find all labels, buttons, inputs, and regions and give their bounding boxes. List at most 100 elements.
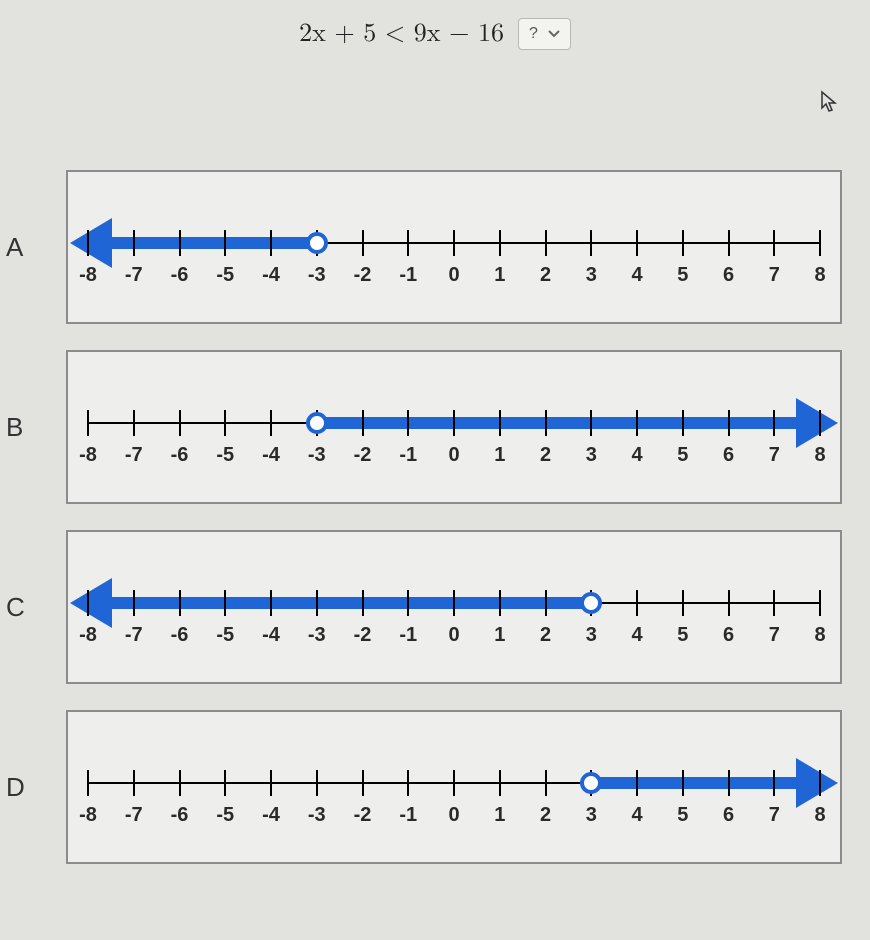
tick-label: 6 bbox=[723, 624, 734, 647]
tick-label: -1 bbox=[399, 444, 417, 467]
endpoint-open-circle bbox=[306, 412, 328, 434]
arrow-right-icon bbox=[796, 398, 838, 448]
tick bbox=[682, 230, 684, 256]
tick bbox=[636, 230, 638, 256]
tick-label: -4 bbox=[262, 804, 280, 827]
tick bbox=[133, 230, 135, 256]
tick-label: -4 bbox=[262, 264, 280, 287]
tick bbox=[728, 230, 730, 256]
tick-label: 0 bbox=[448, 264, 459, 287]
tick-label: 4 bbox=[631, 264, 642, 287]
tick-label: -5 bbox=[216, 804, 234, 827]
tick bbox=[499, 410, 501, 436]
tick-label: -1 bbox=[399, 624, 417, 647]
tick bbox=[636, 770, 638, 796]
tick bbox=[636, 590, 638, 616]
tick bbox=[773, 590, 775, 616]
tick-label: 5 bbox=[677, 624, 688, 647]
tick bbox=[545, 770, 547, 796]
tick-label: -5 bbox=[216, 624, 234, 647]
tick-label: 0 bbox=[448, 444, 459, 467]
tick bbox=[499, 590, 501, 616]
tick bbox=[179, 770, 181, 796]
option-label-d: D bbox=[0, 772, 66, 803]
tick-label: 8 bbox=[814, 444, 825, 467]
tick-label: -5 bbox=[216, 264, 234, 287]
option-panel-a[interactable]: -8-7-6-5-4-3-2-1012345678 bbox=[66, 170, 842, 324]
tick bbox=[133, 410, 135, 436]
cursor-icon bbox=[820, 90, 840, 120]
tick-label: 2 bbox=[540, 624, 551, 647]
tick bbox=[590, 230, 592, 256]
tick bbox=[728, 410, 730, 436]
tick bbox=[407, 590, 409, 616]
tick bbox=[316, 770, 318, 796]
tick-label: 4 bbox=[631, 444, 642, 467]
tick bbox=[545, 230, 547, 256]
tick bbox=[133, 770, 135, 796]
tick bbox=[545, 410, 547, 436]
tick-label: -6 bbox=[171, 264, 189, 287]
tick-label: -8 bbox=[79, 804, 97, 827]
tick bbox=[224, 590, 226, 616]
tick bbox=[270, 230, 272, 256]
tick bbox=[87, 230, 89, 256]
tick bbox=[407, 230, 409, 256]
tick bbox=[407, 770, 409, 796]
tick bbox=[316, 590, 318, 616]
tick-label: 3 bbox=[586, 264, 597, 287]
tick-label: 3 bbox=[586, 804, 597, 827]
endpoint-open-circle bbox=[306, 232, 328, 254]
tick bbox=[270, 770, 272, 796]
tick-label: -5 bbox=[216, 444, 234, 467]
arrow-right-icon bbox=[796, 758, 838, 808]
tick-label: 1 bbox=[494, 624, 505, 647]
tick bbox=[453, 230, 455, 256]
tick bbox=[819, 770, 821, 796]
tick bbox=[453, 590, 455, 616]
tick bbox=[499, 770, 501, 796]
tick-label: -6 bbox=[171, 444, 189, 467]
tick bbox=[224, 410, 226, 436]
tick-label: 5 bbox=[677, 444, 688, 467]
tick-label: 7 bbox=[769, 444, 780, 467]
dropdown-value: ? bbox=[529, 25, 538, 43]
tick bbox=[362, 590, 364, 616]
tick bbox=[453, 410, 455, 436]
tick bbox=[773, 770, 775, 796]
tick-label: 8 bbox=[814, 624, 825, 647]
tick bbox=[453, 770, 455, 796]
tick-label: -8 bbox=[79, 264, 97, 287]
tick-label: -1 bbox=[399, 804, 417, 827]
tick-label: -6 bbox=[171, 624, 189, 647]
tick bbox=[682, 410, 684, 436]
inequality-expression: 2x + 5 < 9x − 16 bbox=[299, 19, 504, 50]
tick-label: 3 bbox=[586, 624, 597, 647]
option-panel-d[interactable]: -8-7-6-5-4-3-2-1012345678 bbox=[66, 710, 842, 864]
tick-label: 5 bbox=[677, 804, 688, 827]
shaded-ray bbox=[591, 777, 820, 789]
option-panel-c[interactable]: -8-7-6-5-4-3-2-1012345678 bbox=[66, 530, 842, 684]
answer-dropdown[interactable]: ? bbox=[518, 18, 571, 50]
tick-label: -2 bbox=[354, 804, 372, 827]
option-label-a: A bbox=[0, 232, 66, 263]
tick-label: 3 bbox=[586, 444, 597, 467]
tick-label: -3 bbox=[308, 444, 326, 467]
tick-label: 7 bbox=[769, 264, 780, 287]
option-label-b: B bbox=[0, 412, 66, 443]
option-panel-b[interactable]: -8-7-6-5-4-3-2-1012345678 bbox=[66, 350, 842, 504]
tick-label: -2 bbox=[354, 444, 372, 467]
tick bbox=[773, 410, 775, 436]
tick-label: 6 bbox=[723, 264, 734, 287]
tick bbox=[773, 230, 775, 256]
tick bbox=[133, 590, 135, 616]
tick-label: -3 bbox=[308, 264, 326, 287]
tick bbox=[590, 410, 592, 436]
tick bbox=[682, 590, 684, 616]
tick-label: 6 bbox=[723, 804, 734, 827]
tick bbox=[224, 770, 226, 796]
tick bbox=[545, 590, 547, 616]
tick-label: 0 bbox=[448, 624, 459, 647]
tick-label: 2 bbox=[540, 444, 551, 467]
tick-label: 2 bbox=[540, 804, 551, 827]
